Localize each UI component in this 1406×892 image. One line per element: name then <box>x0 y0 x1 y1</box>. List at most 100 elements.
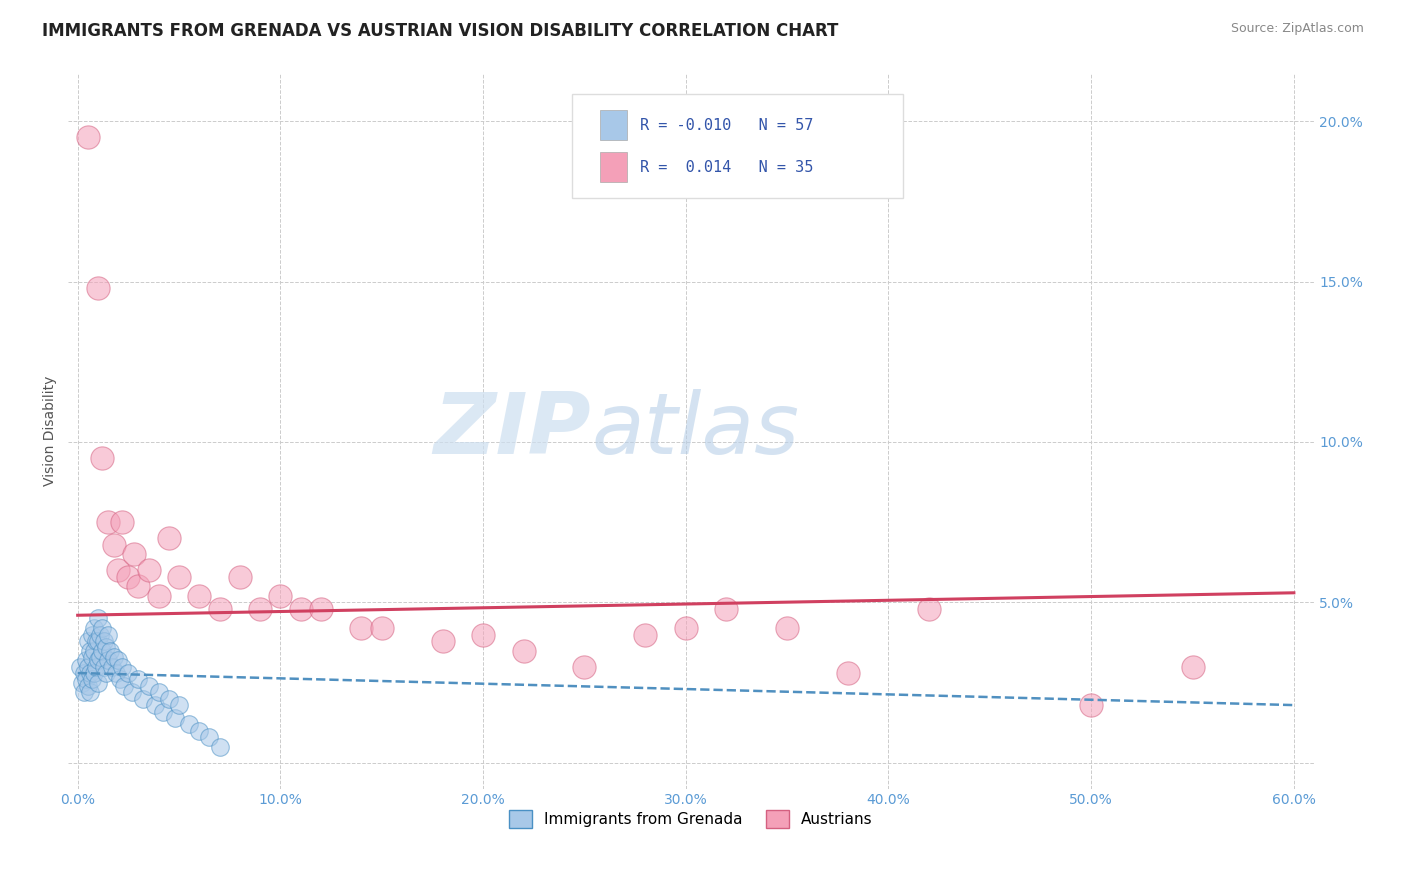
Point <box>69 659 91 673</box>
Point <box>148 589 170 603</box>
Point <box>70 675 93 690</box>
Point <box>152 705 174 719</box>
Point <box>87 611 110 625</box>
Point <box>675 621 697 635</box>
Text: atlas: atlas <box>591 389 799 472</box>
Point <box>117 570 139 584</box>
Point <box>127 673 149 687</box>
Text: R = -0.010   N = 57: R = -0.010 N = 57 <box>640 118 813 133</box>
Point <box>94 665 117 680</box>
Point <box>76 634 98 648</box>
Point <box>179 717 201 731</box>
Point <box>776 621 799 635</box>
Point <box>249 602 271 616</box>
Point <box>94 640 117 655</box>
Point <box>124 547 146 561</box>
Point <box>73 665 96 680</box>
Point <box>75 673 97 687</box>
Point <box>163 711 186 725</box>
Point <box>93 659 115 673</box>
Point <box>79 665 101 680</box>
Point <box>208 739 231 754</box>
Point <box>83 665 105 680</box>
Point <box>80 627 103 641</box>
Point <box>97 653 120 667</box>
Point <box>76 659 98 673</box>
Point <box>157 531 180 545</box>
FancyBboxPatch shape <box>572 95 903 198</box>
Point <box>76 130 98 145</box>
Point <box>269 589 291 603</box>
Point <box>127 579 149 593</box>
Point <box>89 650 111 665</box>
Point <box>97 627 120 641</box>
Bar <box>600 153 627 183</box>
Point <box>837 665 859 680</box>
Point <box>138 679 160 693</box>
Point <box>117 665 139 680</box>
Point <box>148 685 170 699</box>
Point <box>73 685 96 699</box>
Point <box>83 643 105 657</box>
Point <box>1181 659 1204 673</box>
Point <box>290 602 312 616</box>
Point <box>167 698 190 712</box>
Point <box>918 602 941 616</box>
Bar <box>600 111 627 140</box>
Point <box>167 570 190 584</box>
Point <box>512 643 534 657</box>
Point <box>157 691 180 706</box>
Point <box>75 653 97 667</box>
Point <box>370 621 392 635</box>
Point <box>131 691 153 706</box>
Point <box>91 621 114 635</box>
Point <box>121 685 143 699</box>
Point <box>87 653 110 667</box>
Point <box>83 621 105 635</box>
Y-axis label: Vision Disability: Vision Disability <box>44 376 58 486</box>
Point <box>634 627 657 641</box>
Point <box>112 679 135 693</box>
Point <box>350 621 373 635</box>
Text: R =  0.014   N = 35: R = 0.014 N = 35 <box>640 160 813 175</box>
Point <box>574 659 596 673</box>
Point <box>107 653 129 667</box>
Point <box>80 673 103 687</box>
Point <box>105 665 128 680</box>
Point <box>111 515 134 529</box>
Point <box>91 450 114 465</box>
Point <box>101 659 124 673</box>
Point <box>98 643 121 657</box>
Point <box>309 602 332 616</box>
Text: IMMIGRANTS FROM GRENADA VS AUSTRIAN VISION DISABILITY CORRELATION CHART: IMMIGRANTS FROM GRENADA VS AUSTRIAN VISI… <box>42 22 838 40</box>
Point <box>80 650 103 665</box>
Point <box>76 679 98 693</box>
Point <box>107 563 129 577</box>
Point <box>91 643 114 657</box>
Point <box>138 563 160 577</box>
Point <box>229 570 252 584</box>
Point <box>89 627 111 641</box>
Point <box>87 281 110 295</box>
Text: Source: ZipAtlas.com: Source: ZipAtlas.com <box>1230 22 1364 36</box>
Point <box>432 634 454 648</box>
Point <box>103 538 125 552</box>
Point <box>198 730 221 744</box>
Point <box>110 673 132 687</box>
Point <box>87 675 110 690</box>
Point <box>93 634 115 648</box>
Point <box>143 698 166 712</box>
Point <box>84 659 107 673</box>
Point <box>208 602 231 616</box>
Point <box>1080 698 1102 712</box>
Point <box>97 515 120 529</box>
Point <box>84 634 107 648</box>
Point <box>111 659 134 673</box>
Point <box>103 650 125 665</box>
Text: ZIP: ZIP <box>433 389 591 472</box>
Point <box>472 627 495 641</box>
Point <box>716 602 738 616</box>
Point <box>79 643 101 657</box>
Point <box>188 723 211 738</box>
Point <box>79 685 101 699</box>
